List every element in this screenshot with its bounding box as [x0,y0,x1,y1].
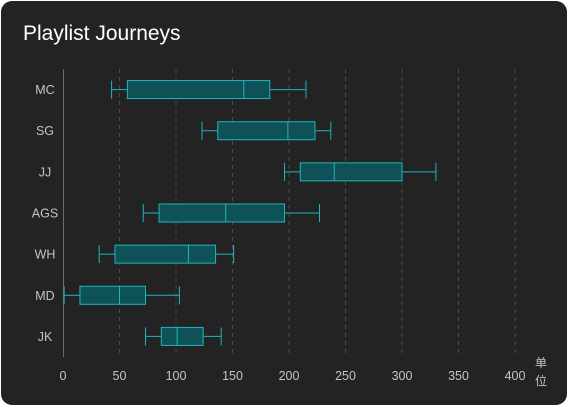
category-label-jj: JJ [39,165,52,179]
unit-label-line-1: 单 [535,356,547,370]
chart-title: Playlist Journeys [23,22,181,45]
box-md [63,285,180,305]
box-jj [283,162,437,182]
x-tick-label-0: 0 [60,369,67,383]
box-sg [201,121,332,141]
category-label-mc: MC [35,83,54,97]
iqr-box [79,285,146,305]
box-ags [142,203,321,223]
x-tick-label-250: 250 [335,369,356,383]
category-label-jk: JK [38,330,53,344]
x-tick-label-150: 150 [222,369,243,383]
category-label-wh: WH [35,248,56,262]
x-tick-label-350: 350 [448,369,469,383]
x-tick-label-100: 100 [166,369,187,383]
x-tick-label-300: 300 [392,369,413,383]
box-mc [111,80,307,100]
unit-label-line-2: 位 [535,373,547,388]
box-wh [98,244,235,264]
iqr-box [126,80,271,100]
unit-label: 单 位 [535,356,547,388]
x-tick-label-400: 400 [505,369,526,383]
iqr-box [160,326,204,346]
category-label-ags: AGS [32,207,58,221]
box-layer [63,80,437,346]
x-tick-label-50: 50 [113,369,127,383]
x-tick-label-200: 200 [279,369,300,383]
box-jk [144,326,222,346]
iqr-box [299,162,403,182]
category-label-sg: SG [36,124,54,138]
category-label-md: MD [35,289,54,303]
iqr-box [114,244,217,264]
iqr-box [217,121,316,141]
label-layer: 0 50 100 150 200 250 300 350 400 MC SG JJ AGS WH MD JK [32,83,526,383]
iqr-box [158,203,285,223]
